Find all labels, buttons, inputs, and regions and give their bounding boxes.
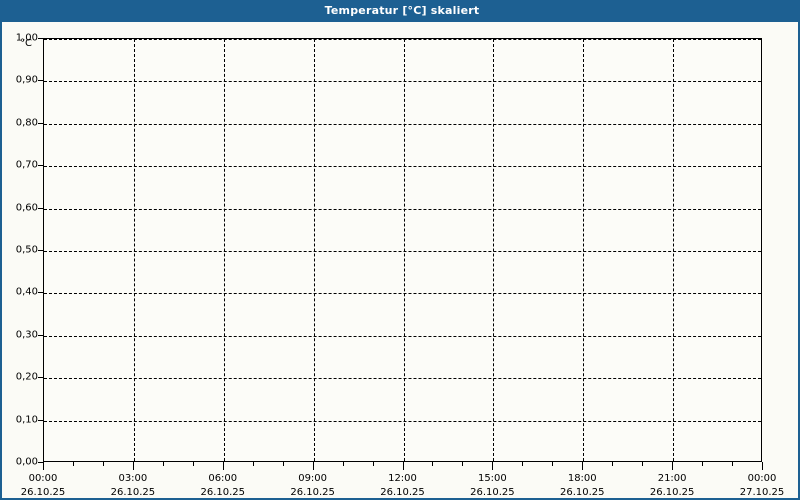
y-axis-labels: 1,00 0,90 0,80 0,70 0,60 0,50 0,40 0,30 0,20 0,10… bbox=[2, 33, 43, 468]
x-axis-tick-label-date: 26.10.25 bbox=[290, 487, 335, 498]
gridline-horizontal bbox=[44, 420, 761, 422]
x-axis-tick-mark-minor bbox=[642, 462, 644, 466]
x-axis-tick-label-date: 27.10.25 bbox=[739, 487, 785, 498]
x-axis-labels: 00:00 26.10.25 03:00 26.10.25 06:00 26.10.25 0… bbox=[2, 472, 798, 498]
y-axis-tick-mark bbox=[38, 292, 43, 294]
y-axis-unit-label: °C bbox=[20, 38, 32, 49]
x-axis-tick-label-date: 26.10.25 bbox=[380, 487, 425, 498]
x-axis-tick-label-time: 03:00 bbox=[118, 473, 148, 484]
gridline-horizontal bbox=[44, 378, 761, 380]
x-axis-tick-mark-minor bbox=[282, 462, 284, 466]
x-axis-tick-mark-minor bbox=[552, 462, 554, 466]
y-axis-tick-label: 0,90 bbox=[15, 74, 38, 86]
y-axis-tick-mark bbox=[38, 250, 43, 251]
x-axis-tick-label: 12:00 26.10.25 bbox=[358, 472, 448, 498]
gridline-vertical bbox=[493, 39, 495, 461]
y-axis-tick-label: 0,50 bbox=[15, 244, 38, 256]
gridline-vertical bbox=[313, 39, 315, 461]
x-axis-tick-label-time: 06:00 bbox=[208, 473, 238, 484]
x-axis-tick-mark-minor bbox=[162, 462, 164, 466]
x-axis-tick-label-time: 12:00 bbox=[388, 473, 417, 484]
x-axis-tick-label-date: 26.10.25 bbox=[110, 487, 156, 498]
x-axis-tick-mark-major bbox=[672, 462, 674, 470]
plot-area bbox=[43, 38, 762, 462]
x-axis-tick-label-time: 00:00 bbox=[28, 473, 58, 484]
x-axis-tick-mark-minor bbox=[432, 462, 434, 466]
x-axis-tick-label-date: 26.10.25 bbox=[470, 487, 515, 498]
x-axis-tick-label: 00:00 27.10.25 bbox=[717, 472, 798, 498]
x-axis-tick-label: 21:00 26.10.25 bbox=[627, 472, 717, 498]
x-axis-tick-mark-major bbox=[222, 462, 224, 470]
x-axis-tick-label-time: 09:00 bbox=[298, 473, 328, 484]
y-axis-tick-mark bbox=[38, 207, 43, 209]
x-axis-tick-marks bbox=[43, 462, 763, 472]
gridline-horizontal bbox=[44, 39, 761, 40]
y-axis-tick-mark bbox=[38, 38, 43, 39]
y-axis-tick-mark bbox=[38, 462, 43, 463]
gridline-horizontal bbox=[44, 166, 761, 168]
gridline-horizontal bbox=[44, 251, 761, 252]
y-axis-tick-label: 0,30 bbox=[15, 329, 38, 341]
x-axis-tick-label-time: 00:00 bbox=[747, 473, 777, 484]
gridline-horizontal bbox=[44, 123, 761, 125]
x-axis-tick-mark-major bbox=[43, 462, 44, 470]
x-axis-tick-label-date: 26.10.25 bbox=[200, 487, 246, 498]
x-axis-tick-mark-minor bbox=[72, 462, 74, 466]
x-axis-tick-label: 09:00 26.10.25 bbox=[268, 472, 358, 498]
y-axis-tick-label: 0,40 bbox=[15, 286, 38, 298]
x-axis-tick-mark-major bbox=[132, 462, 134, 470]
window-title: Temperatur [°C] skaliert bbox=[2, 0, 798, 22]
y-axis-tick-label: 0,80 bbox=[15, 117, 38, 129]
gridline-vertical bbox=[673, 39, 675, 461]
x-axis-tick-label: 18:00 26.10.25 bbox=[537, 472, 627, 498]
y-axis-tick-label: 1,00 bbox=[15, 32, 38, 44]
x-axis-tick-label: 06:00 26.10.25 bbox=[178, 472, 268, 498]
x-axis-tick-mark-minor bbox=[372, 462, 374, 466]
y-axis-tick-label: 0,20 bbox=[15, 371, 38, 383]
gridline-vertical bbox=[403, 39, 405, 461]
gridline-horizontal bbox=[44, 293, 761, 295]
gridline-horizontal bbox=[44, 335, 761, 337]
x-axis-tick-mark-major bbox=[762, 462, 763, 470]
y-axis-tick-mark bbox=[38, 377, 43, 379]
x-axis-tick-mark-minor bbox=[612, 462, 614, 466]
x-axis-tick-label: 15:00 26.10.25 bbox=[447, 472, 537, 498]
x-axis-tick-mark-major bbox=[492, 462, 494, 470]
x-axis-tick-label: 00:00 26.10.25 bbox=[2, 472, 88, 498]
x-axis-tick-mark-minor bbox=[102, 462, 104, 466]
y-axis-tick-mark bbox=[38, 334, 43, 336]
x-axis-tick-label-date: 26.10.25 bbox=[20, 487, 66, 498]
y-axis-tick-mark bbox=[38, 122, 43, 124]
x-axis-tick-label-time: 18:00 bbox=[567, 473, 597, 484]
x-axis-tick-mark-minor bbox=[522, 462, 524, 466]
x-axis-tick-mark-minor bbox=[702, 462, 704, 466]
y-axis-tick-label: 0,60 bbox=[15, 202, 38, 214]
x-axis-tick-mark-minor bbox=[192, 462, 194, 466]
x-axis-tick-mark-minor bbox=[732, 462, 734, 466]
y-axis-tick-mark bbox=[38, 165, 43, 167]
x-axis-tick-label-time: 15:00 bbox=[477, 473, 507, 484]
y-axis-tick-mark bbox=[38, 80, 43, 82]
y-axis-tick-label: 0,00 bbox=[15, 456, 38, 468]
x-axis-tick-mark-major bbox=[582, 462, 584, 470]
gridline-horizontal bbox=[44, 81, 761, 83]
x-axis-tick-label-date: 26.10.25 bbox=[649, 487, 695, 498]
x-axis-tick-mark-major bbox=[402, 462, 404, 470]
gridline-vertical bbox=[133, 39, 135, 461]
chart-canvas: °C 1,00 0,90 0,80 0,70 0,60 0,50 0,40 0,30 0,20 0… bbox=[2, 22, 798, 499]
x-axis-tick-label-time: 21:00 bbox=[657, 473, 687, 484]
x-axis-tick-mark-minor bbox=[342, 462, 344, 466]
x-axis-tick-mark-minor bbox=[462, 462, 464, 466]
y-axis-tick-label: 0,70 bbox=[15, 159, 38, 171]
x-axis-tick-mark-minor bbox=[252, 462, 254, 466]
gridline-horizontal bbox=[44, 208, 761, 210]
x-axis-tick-label-date: 26.10.25 bbox=[559, 487, 605, 498]
y-axis-tick-mark bbox=[38, 419, 43, 421]
y-axis-tick-label: 0,10 bbox=[15, 414, 38, 426]
gridline-vertical bbox=[223, 39, 225, 461]
x-axis-tick-label: 03:00 26.10.25 bbox=[88, 472, 178, 498]
x-axis-tick-mark-major bbox=[312, 462, 314, 470]
gridline-vertical bbox=[583, 39, 585, 461]
